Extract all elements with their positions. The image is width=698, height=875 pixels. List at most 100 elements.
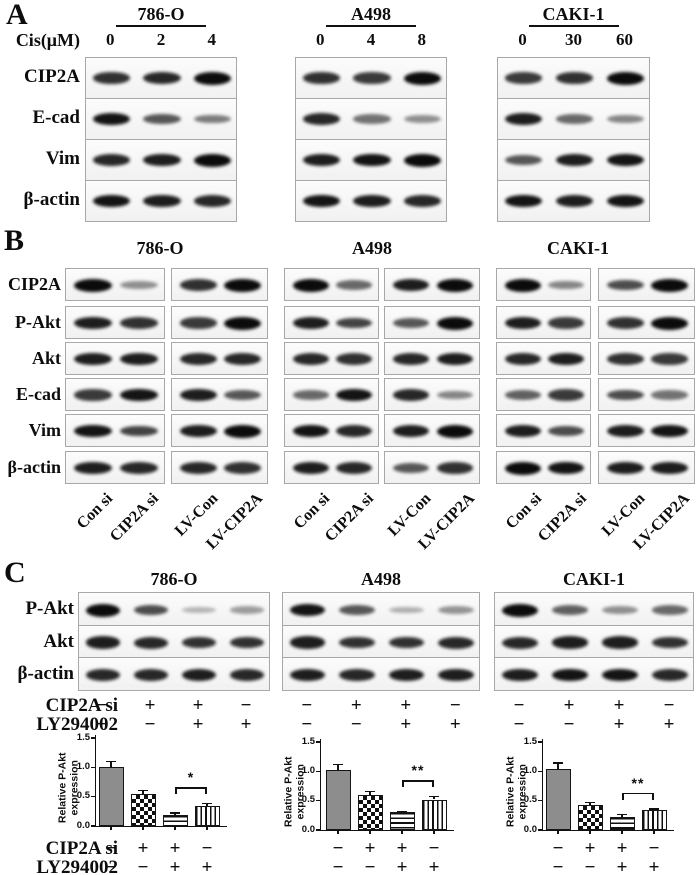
protein-band [606,279,644,291]
condition-symbol: + [144,695,156,716]
protein-band [292,424,329,438]
protein-band [504,112,543,126]
protein-band [229,636,265,649]
blot-box [496,342,591,375]
bar [162,814,188,826]
protein-band [504,390,541,400]
blot-row-label: β-actin [23,189,80,210]
blot-box [598,378,695,411]
protein-band [438,606,474,614]
blot-box [171,342,268,375]
protein-band [504,316,541,330]
blot-box [384,306,480,339]
condition-symbol: + [400,714,412,735]
protein-band [74,316,112,330]
blot-row-label: Akt [31,348,61,368]
blot-box [171,306,268,339]
condition-symbol: − [105,857,117,875]
y-tick-label: 0.0 [76,819,90,831]
protein-band [504,461,541,475]
error-bar-cap [429,795,439,798]
condition-symbol: + [364,838,376,859]
protein-band [602,606,638,615]
condition-symbol: − [240,695,252,716]
dose-value: 0 [316,30,325,49]
error-bar-cap [365,790,375,792]
blot-box [85,139,237,181]
protein-band [120,388,158,402]
blot-box [282,625,480,658]
cell-line-title: A498 [361,569,401,589]
y-axis [542,739,544,830]
significance-label: ** [411,762,425,779]
protein-band [403,153,442,167]
protein-band [85,603,121,617]
condition-symbol: − [350,714,362,735]
y-axis [320,739,322,830]
y-tick-label: 1.0 [523,764,537,776]
protein-band [606,461,644,475]
protein-band [74,424,112,438]
error-bar-cap [649,808,659,810]
blot-box [284,378,379,411]
protein-band [353,72,391,84]
blot-box [598,414,695,447]
condition-symbol: + [663,714,675,735]
protein-band [392,353,430,365]
protein-band [229,669,265,681]
blot-box [384,342,480,375]
significance-bracket [402,780,434,782]
dose-value: 0 [518,30,527,49]
significance-label: * [187,769,195,786]
protein-band [606,114,645,124]
protein-band [181,668,217,682]
condition-symbol: + [350,695,362,716]
protein-band [193,195,232,207]
y-tick-label: 1.0 [76,760,90,772]
protein-band [289,603,326,617]
dose-value: 0 [106,30,115,49]
protein-band [651,424,689,438]
protein-band [504,154,543,166]
blot-box [496,268,591,301]
protein-band [92,154,131,166]
protein-band [651,461,689,475]
blot-box [384,378,480,411]
protein-band [302,153,341,167]
condition-symbol: + [396,838,408,859]
protein-band [336,388,373,402]
condition-symbol: − [663,695,675,716]
cell-line-title: 786-O [136,238,184,258]
lane-label: CIP2A si [534,490,590,546]
condition-symbol: + [400,695,412,716]
y-tick-label: 0.5 [301,794,315,806]
blot-box [65,268,165,301]
protein-band [436,390,474,400]
blot-box [598,451,695,484]
blot-box [384,451,480,484]
lane-label: Con si [73,490,117,533]
error-bar-line [110,761,112,768]
blot-box [65,378,165,411]
condition-symbol: − [364,857,376,875]
y-tick [538,770,542,772]
protein-band [353,194,391,208]
cell-line-title: A498 [326,4,416,28]
protein-band [392,278,430,292]
protein-band [120,352,158,366]
protein-band [292,316,329,330]
condition-symbol: + [396,857,408,875]
blot-box [598,342,695,375]
protein-band [302,194,341,208]
condition-symbol: − [301,714,313,735]
dose-value: 2 [156,30,166,49]
condition-symbol: + [137,838,149,859]
blot-box [496,378,591,411]
error-bar-cap [585,801,595,804]
protein-band [606,317,644,329]
bar [130,794,156,826]
error-bar-line [621,814,623,818]
error-bar-cap [138,789,148,791]
protein-band [143,153,181,167]
